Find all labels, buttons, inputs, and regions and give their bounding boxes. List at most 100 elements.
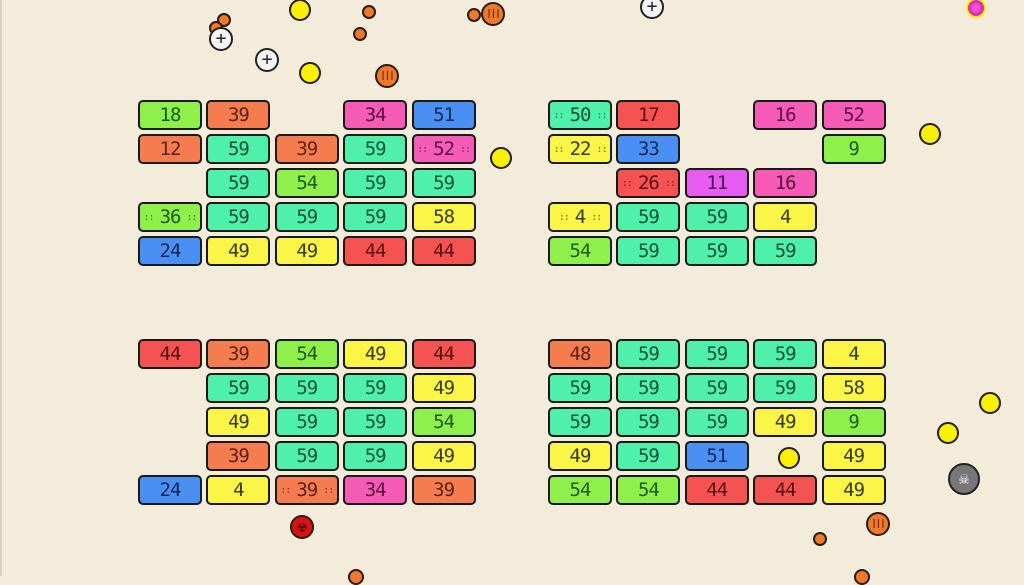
brick-value: 18 bbox=[159, 104, 182, 126]
brick-value: 44 bbox=[433, 240, 455, 262]
brick-value: 24 bbox=[159, 479, 182, 501]
brick: 49 bbox=[821, 475, 886, 505]
brick-value: 50 bbox=[569, 104, 592, 126]
brick-value: 59 bbox=[637, 343, 660, 365]
brick-value: 59 bbox=[706, 240, 728, 262]
orange-ball-icon bbox=[353, 27, 367, 41]
brick-value: 12 bbox=[159, 138, 182, 160]
brick-value: 34 bbox=[364, 104, 387, 126]
brick: 54 bbox=[548, 236, 612, 266]
brick: 49 bbox=[206, 407, 271, 437]
special-marker-icon: :: bbox=[596, 143, 607, 155]
brick: 44 bbox=[411, 339, 476, 369]
brick: 59 bbox=[274, 441, 339, 471]
brick-value: 44 bbox=[364, 240, 387, 262]
brick: 59 bbox=[411, 168, 476, 198]
special-brick: :: 52:: bbox=[411, 134, 476, 164]
brick-value: 4 bbox=[233, 479, 244, 501]
brick: 33 bbox=[616, 134, 681, 164]
brick: 59 bbox=[616, 441, 681, 471]
brick: 59 bbox=[206, 168, 271, 198]
special-brick: :: 39:: bbox=[274, 475, 339, 505]
yellow-ball-icon bbox=[289, 0, 311, 21]
brick-value: 54 bbox=[637, 479, 660, 501]
special-brick: :: 50:: bbox=[548, 100, 612, 130]
special-marker-icon: :: bbox=[460, 143, 471, 155]
brick: 39 bbox=[206, 100, 271, 130]
brick-value: 49 bbox=[364, 343, 387, 365]
special-brick: :: 26:: bbox=[616, 168, 681, 198]
brick: 34 bbox=[343, 475, 408, 505]
brick-value: 59 bbox=[227, 172, 250, 194]
brick: 59 bbox=[343, 202, 408, 232]
brick-value: 59 bbox=[433, 172, 455, 194]
brick: 54 bbox=[274, 339, 339, 369]
special-marker-icon: :: bbox=[553, 143, 565, 155]
brick-value: 59 bbox=[706, 206, 728, 228]
brick-value: 39 bbox=[296, 479, 318, 501]
special-marker-icon: :: bbox=[558, 211, 570, 223]
special-brick: :: 22:: bbox=[548, 134, 612, 164]
brick-value: 59 bbox=[637, 377, 660, 399]
brick-value: 59 bbox=[296, 377, 318, 399]
brick: 44 bbox=[411, 236, 476, 266]
brick: 59 bbox=[343, 373, 408, 403]
brick: 59 bbox=[274, 373, 339, 403]
brick-value: 59 bbox=[364, 445, 387, 467]
brick: 11 bbox=[684, 168, 749, 198]
brick: 9 bbox=[821, 134, 886, 164]
special-marker-icon: :: bbox=[186, 211, 197, 223]
brick-value: 59 bbox=[569, 411, 592, 433]
brick-value: 49 bbox=[774, 411, 797, 433]
brick: 59 bbox=[684, 407, 749, 437]
brick-value: 59 bbox=[569, 377, 592, 399]
brick-value: 58 bbox=[843, 377, 865, 399]
skull-icon: ☠ bbox=[948, 463, 980, 495]
brick: 16 bbox=[753, 168, 818, 198]
orange-ball-icon bbox=[362, 5, 376, 19]
yellow-ball-icon bbox=[299, 62, 321, 84]
brick: 4 bbox=[206, 475, 271, 505]
brick-value: 49 bbox=[433, 445, 455, 467]
brick-value: 59 bbox=[706, 343, 728, 365]
brick: 59 bbox=[616, 339, 681, 369]
brick-value: 59 bbox=[364, 172, 387, 194]
brick-value: 16 bbox=[774, 172, 797, 194]
brick-value: 54 bbox=[569, 479, 592, 501]
yellow-ball-icon bbox=[937, 422, 959, 444]
brick: 59 bbox=[753, 339, 818, 369]
brick: 59 bbox=[343, 407, 408, 437]
brick-value: 48 bbox=[569, 343, 592, 365]
brick: 59 bbox=[343, 134, 408, 164]
brick: 44 bbox=[684, 475, 749, 505]
special-marker-icon: :: bbox=[664, 177, 676, 189]
brick-value: 59 bbox=[637, 240, 660, 262]
brick: 59 bbox=[274, 202, 339, 232]
special-marker-icon: :: bbox=[417, 143, 428, 155]
brick: 59 bbox=[684, 339, 749, 369]
brick-value: 33 bbox=[637, 138, 660, 160]
brick: 59 bbox=[343, 441, 408, 471]
brick-value: 59 bbox=[706, 377, 728, 399]
brick-value: 39 bbox=[433, 479, 455, 501]
brick: 59 bbox=[206, 202, 271, 232]
brick-value: 49 bbox=[843, 479, 865, 501]
brick-value: 44 bbox=[774, 479, 797, 501]
yellow-ball-icon bbox=[778, 447, 800, 469]
brick-value: 39 bbox=[227, 104, 250, 126]
brick: 51 bbox=[684, 441, 749, 471]
brick: 54 bbox=[411, 407, 476, 437]
brick: 4 bbox=[753, 202, 818, 232]
brick-value: 52 bbox=[843, 104, 865, 126]
brick-value: 9 bbox=[848, 138, 859, 160]
special-marker-icon: :: bbox=[143, 211, 155, 223]
brick: 4 bbox=[821, 339, 886, 369]
brick: 49 bbox=[343, 339, 408, 369]
brick-value: 36 bbox=[159, 206, 182, 228]
special-marker-icon: :: bbox=[621, 177, 633, 189]
brick-value: 49 bbox=[227, 411, 250, 433]
brick: 49 bbox=[411, 373, 476, 403]
brick: 49 bbox=[206, 236, 271, 266]
brick: 49 bbox=[821, 441, 886, 471]
brick-value: 17 bbox=[637, 104, 660, 126]
